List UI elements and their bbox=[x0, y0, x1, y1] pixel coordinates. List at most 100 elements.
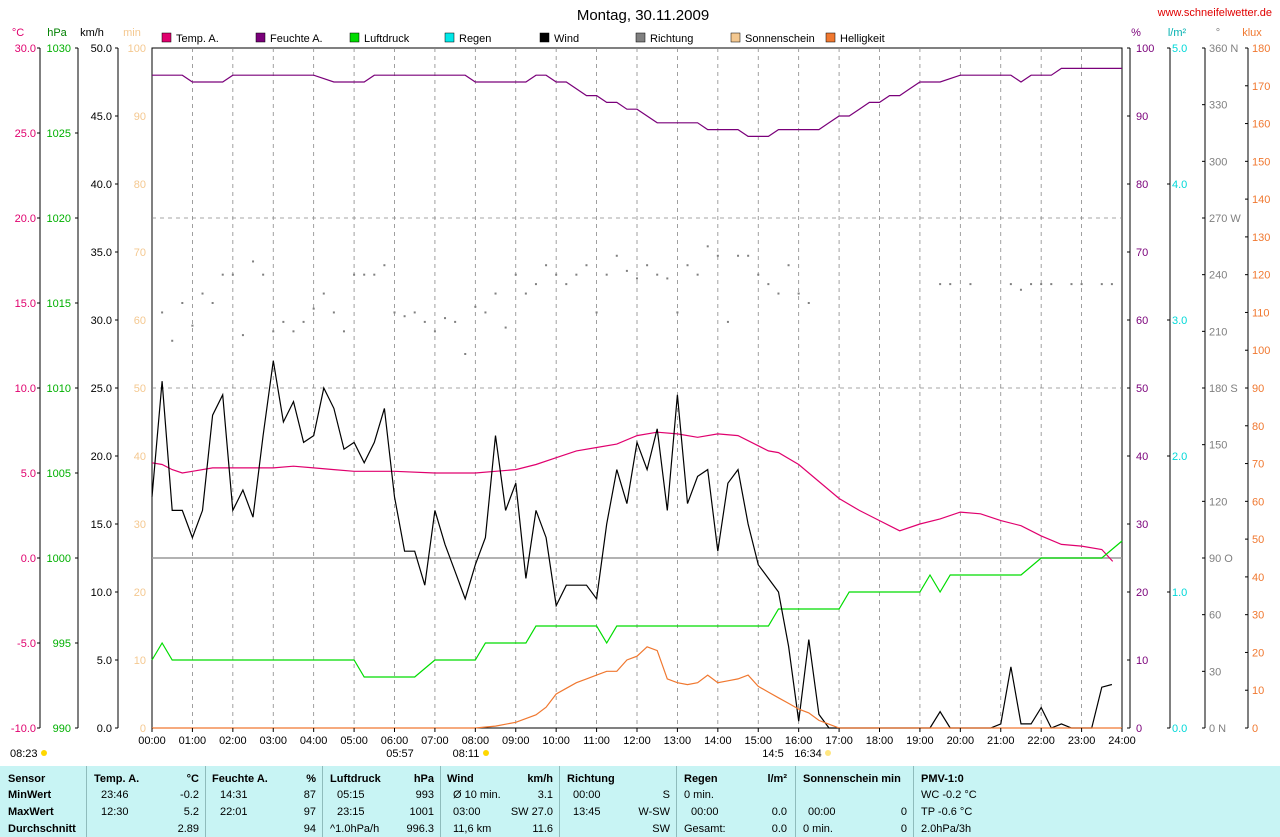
rain-max: 0.0 bbox=[771, 806, 787, 818]
temp-tick-label: 5.0 bbox=[21, 468, 36, 480]
hdr-pmv: PMV-1:0 bbox=[921, 773, 964, 785]
direction-point bbox=[666, 277, 669, 280]
direction-tick-label: 300 bbox=[1209, 156, 1227, 168]
temp-tick-label: 20.0 bbox=[15, 213, 36, 225]
humidity-tick-label: 80 bbox=[1136, 179, 1148, 191]
direction-point bbox=[625, 269, 628, 272]
sun-tick-label: 70 bbox=[134, 247, 146, 259]
humidity-tick-label: 0 bbox=[1136, 723, 1142, 735]
temp-max-time: 12:30 bbox=[101, 806, 129, 818]
direction-tick-label: 180 S bbox=[1209, 383, 1238, 395]
stats-col-sensor: Sensor MinWert MaxWert Durchschnitt bbox=[0, 766, 87, 837]
legend-label: Wind bbox=[554, 33, 579, 45]
legend-swatch bbox=[825, 32, 836, 43]
sun-tick-label: 50 bbox=[134, 383, 146, 395]
site-link[interactable]: www.schneifelwetter.de bbox=[1157, 7, 1272, 19]
rain-tick-label: 3.0 bbox=[1172, 315, 1187, 327]
direction-point bbox=[464, 353, 467, 355]
stats-col-rain: Regen l/m² 0 min. 00:00 0.0 Gesamt: 0.0 bbox=[677, 766, 796, 837]
direction-point bbox=[504, 326, 507, 329]
direction-point bbox=[595, 311, 598, 314]
sun-tick-label: 20 bbox=[134, 587, 146, 599]
direction-point bbox=[656, 273, 659, 276]
lux-tick-label: 60 bbox=[1252, 496, 1264, 508]
dir-min-time: 00:00 bbox=[573, 789, 601, 801]
legend-swatch bbox=[255, 32, 266, 43]
sun-tick-label: 30 bbox=[134, 519, 146, 531]
direction-point bbox=[807, 302, 810, 304]
lux-tick-label: 50 bbox=[1252, 534, 1264, 546]
pressure-tick-label: 1025 bbox=[47, 128, 71, 140]
legend-swatch bbox=[539, 32, 550, 43]
hdr-press-unit: hPa bbox=[413, 773, 434, 785]
sun-tick-label: 40 bbox=[134, 451, 146, 463]
x-tick-label: 11:00 bbox=[583, 735, 610, 747]
pressure-tick-label: 995 bbox=[53, 638, 71, 650]
direction-point bbox=[706, 245, 709, 248]
direction-point bbox=[444, 317, 447, 320]
direction-point bbox=[605, 273, 608, 276]
x-tick-label: 17:00 bbox=[825, 735, 853, 747]
direction-point bbox=[322, 292, 325, 295]
hum-max: 97 bbox=[303, 806, 316, 818]
wind-min-label: Ø 10 min. bbox=[453, 789, 501, 801]
pressure-tick-label: 1030 bbox=[47, 43, 71, 55]
rain-tick-label: 4.0 bbox=[1172, 179, 1187, 191]
dir-avg: SW bbox=[652, 823, 670, 835]
stats-col-temp: Temp. A. °C 23:46 -0.2 12:30 5.2 2.89 bbox=[87, 766, 206, 837]
lux-tick-label: 120 bbox=[1252, 270, 1270, 282]
rain-max-time: 00:00 bbox=[691, 806, 719, 818]
legend-swatch bbox=[730, 32, 741, 43]
humidity-tick-label: 50 bbox=[1136, 383, 1148, 395]
dir-max: W-SW bbox=[638, 806, 670, 818]
press-max-time: 23:15 bbox=[337, 806, 365, 818]
sun-tick-label: 100 bbox=[128, 43, 146, 55]
sunrise-icon bbox=[483, 750, 489, 756]
wind-avg: 11.6 bbox=[532, 823, 553, 835]
rain-tick-label: 1.0 bbox=[1172, 587, 1187, 599]
direction-tick-label: 240 bbox=[1209, 270, 1227, 282]
x-tick-label: 01:00 bbox=[179, 735, 207, 747]
rain-tick-label: 2.0 bbox=[1172, 451, 1187, 463]
hdr-sun: Sonnenschein min bbox=[803, 773, 901, 785]
row-label: Durchschnitt bbox=[8, 823, 76, 835]
legend-swatch bbox=[444, 32, 455, 43]
temp-tick-label: 15.0 bbox=[15, 298, 36, 310]
x-tick-label: 08:00 bbox=[462, 735, 490, 747]
sun-tick-label: 10 bbox=[134, 655, 146, 667]
direction-point bbox=[1080, 283, 1083, 286]
sun-tick-label: 80 bbox=[134, 179, 146, 191]
direction-point bbox=[615, 254, 618, 257]
x-tick-label: 23:00 bbox=[1068, 735, 1096, 747]
hdr-temp-unit: °C bbox=[186, 773, 199, 785]
direction-point bbox=[423, 320, 426, 323]
temp-tick-label: -5.0 bbox=[17, 638, 36, 650]
sun-max-time: 00:00 bbox=[808, 806, 836, 818]
axis-unit-label: l/m² bbox=[1168, 27, 1187, 39]
axis-unit-label: °C bbox=[12, 27, 24, 39]
direction-point bbox=[1009, 283, 1012, 286]
direction-point bbox=[241, 334, 244, 337]
sunset-label: 16:34 bbox=[794, 748, 822, 760]
sun-total-label: 0 min. bbox=[803, 823, 833, 835]
direction-point bbox=[292, 330, 295, 333]
hdr-wind-unit: km/h bbox=[527, 773, 553, 785]
series-wind-line bbox=[151, 360, 1113, 729]
dir-max-time: 13:45 bbox=[573, 806, 601, 818]
rain-total: 0.0 bbox=[771, 823, 787, 835]
x-tick-label: 22:00 bbox=[1027, 735, 1055, 747]
direction-point bbox=[201, 292, 204, 295]
humidity-tick-label: 70 bbox=[1136, 247, 1148, 259]
direction-point bbox=[686, 264, 689, 267]
wind-tick-label: 0.0 bbox=[97, 723, 112, 735]
pressure-tick-label: 1010 bbox=[47, 383, 71, 395]
x-tick-label: 07:00 bbox=[421, 735, 449, 747]
direction-tick-label: 330 bbox=[1209, 100, 1227, 112]
wind-tick-label: 30.0 bbox=[91, 315, 112, 327]
temp-tick-label: 0.0 bbox=[21, 553, 36, 565]
weather-chart: Montag, 30.11.2009 www.schneifelwetter.d… bbox=[10, 7, 1272, 760]
axis-unit-label: hPa bbox=[47, 27, 67, 39]
temp-tick-label: 25.0 bbox=[15, 128, 36, 140]
direction-point bbox=[191, 324, 194, 327]
sunrise-label: 08:11 bbox=[453, 748, 480, 760]
